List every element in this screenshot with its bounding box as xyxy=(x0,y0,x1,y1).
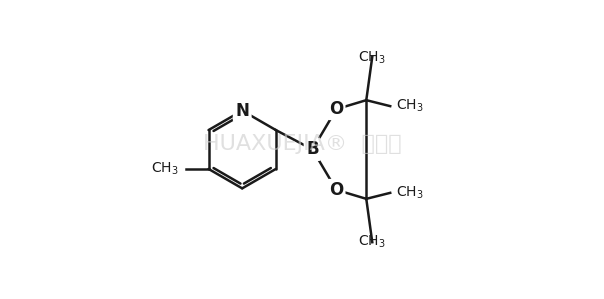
Text: CH$_3$: CH$_3$ xyxy=(358,233,386,250)
Text: O: O xyxy=(329,100,344,118)
Text: CH$_3$: CH$_3$ xyxy=(396,98,424,114)
Text: HUAXUEJIA®  化学加: HUAXUEJIA® 化学加 xyxy=(203,134,401,153)
Text: CH$_3$: CH$_3$ xyxy=(396,185,424,201)
Text: CH$_3$: CH$_3$ xyxy=(151,161,179,177)
Text: B: B xyxy=(306,141,319,158)
Text: N: N xyxy=(236,102,249,120)
Text: CH$_3$: CH$_3$ xyxy=(358,49,386,66)
Text: O: O xyxy=(329,181,344,199)
